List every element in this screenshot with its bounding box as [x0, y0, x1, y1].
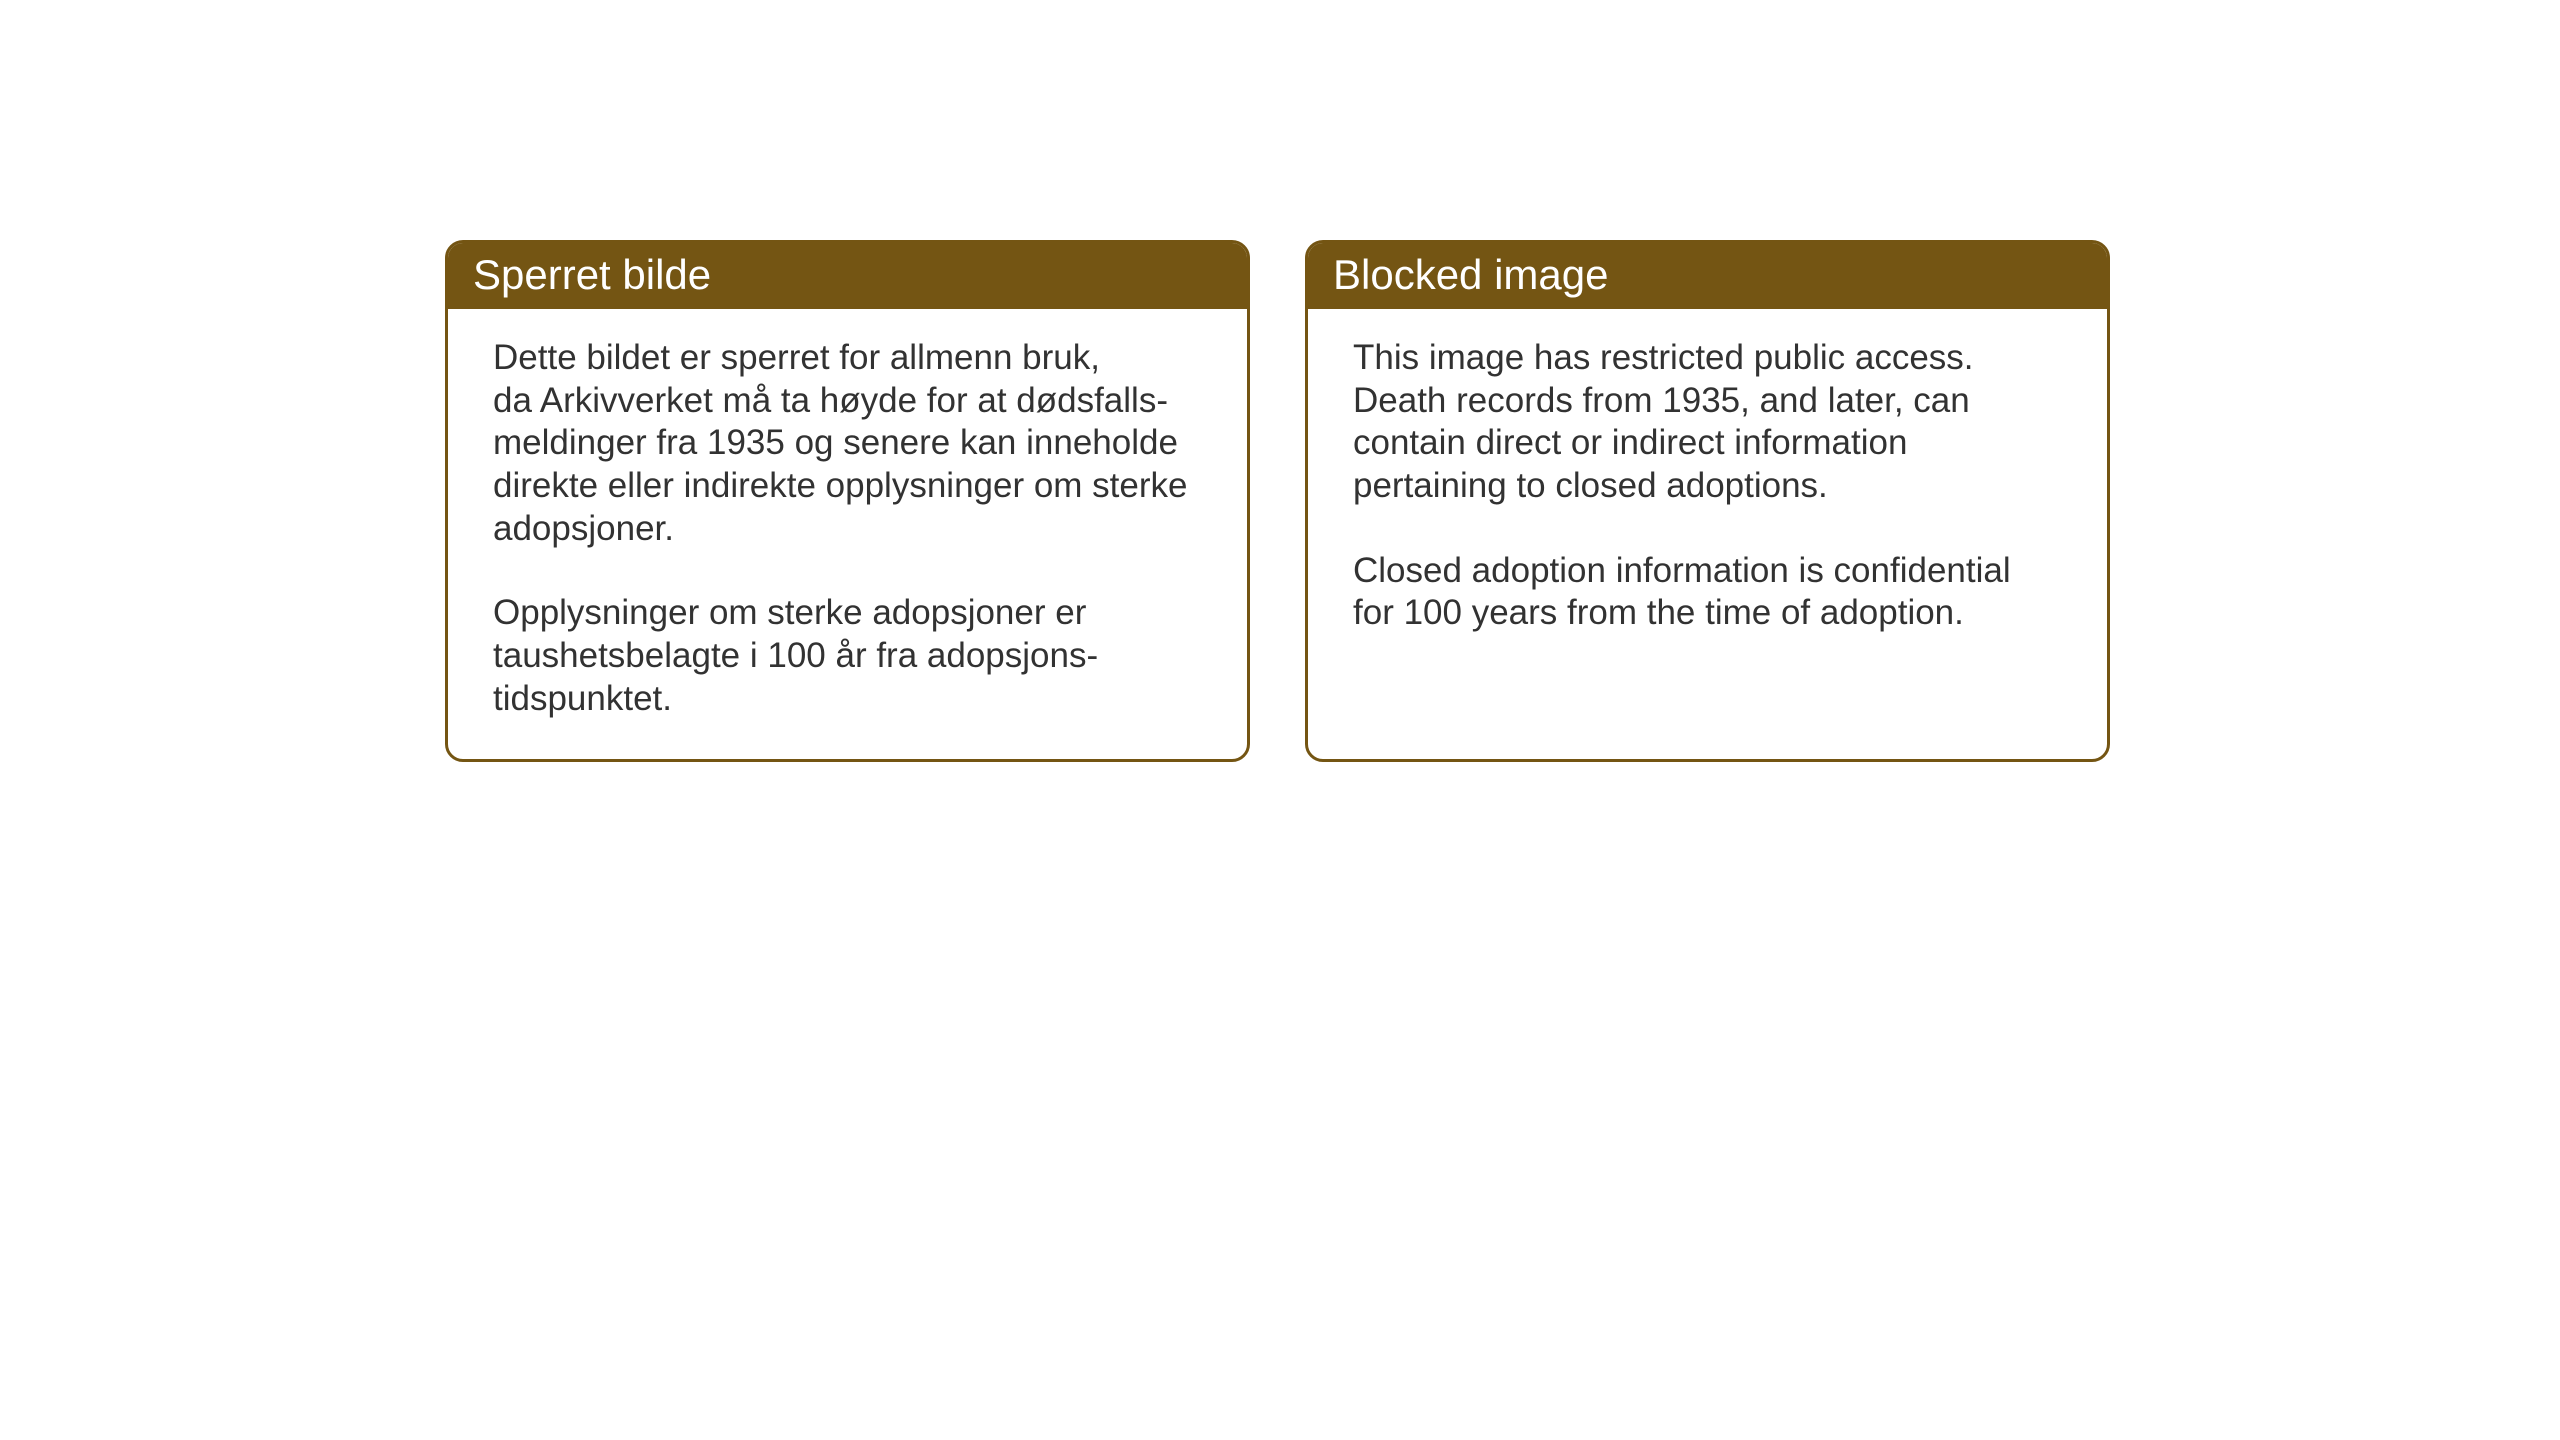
text-line: direkte eller indirekte opplysninger om …: [493, 466, 1188, 505]
text-line: Opplysninger om sterke adopsjoner er: [493, 593, 1086, 632]
card-title-english: Blocked image: [1333, 251, 1608, 298]
card-body-english: This image has restricted public access.…: [1308, 309, 2107, 673]
text-line: pertaining to closed adoptions.: [1353, 466, 1828, 505]
paragraph-english-2: Closed adoption information is confident…: [1353, 550, 2062, 635]
text-line: da Arkivverket må ta høyde for at dødsfa…: [493, 381, 1168, 420]
text-line: contain direct or indirect information: [1353, 423, 1907, 462]
text-line: for 100 years from the time of adoption.: [1353, 593, 1964, 632]
card-title-norwegian: Sperret bilde: [473, 251, 711, 298]
card-norwegian: Sperret bilde Dette bildet er sperret fo…: [445, 240, 1250, 762]
text-line: adopsjoner.: [493, 509, 674, 548]
card-body-norwegian: Dette bildet er sperret for allmenn bruk…: [448, 309, 1247, 759]
text-line: Closed adoption information is confident…: [1353, 551, 2011, 590]
paragraph-english-1: This image has restricted public access.…: [1353, 337, 2062, 508]
paragraph-norwegian-2: Opplysninger om sterke adopsjoner er tau…: [493, 592, 1202, 720]
card-header-english: Blocked image: [1308, 243, 2107, 309]
cards-container: Sperret bilde Dette bildet er sperret fo…: [445, 240, 2110, 762]
card-english: Blocked image This image has restricted …: [1305, 240, 2110, 762]
text-line: meldinger fra 1935 og senere kan innehol…: [493, 423, 1178, 462]
text-line: Dette bildet er sperret for allmenn bruk…: [493, 338, 1100, 377]
text-line: Death records from 1935, and later, can: [1353, 381, 1970, 420]
card-header-norwegian: Sperret bilde: [448, 243, 1247, 309]
paragraph-norwegian-1: Dette bildet er sperret for allmenn bruk…: [493, 337, 1202, 550]
text-line: This image has restricted public access.: [1353, 338, 1974, 377]
text-line: taushetsbelagte i 100 år fra adopsjons-: [493, 636, 1098, 675]
text-line: tidspunktet.: [493, 679, 672, 718]
